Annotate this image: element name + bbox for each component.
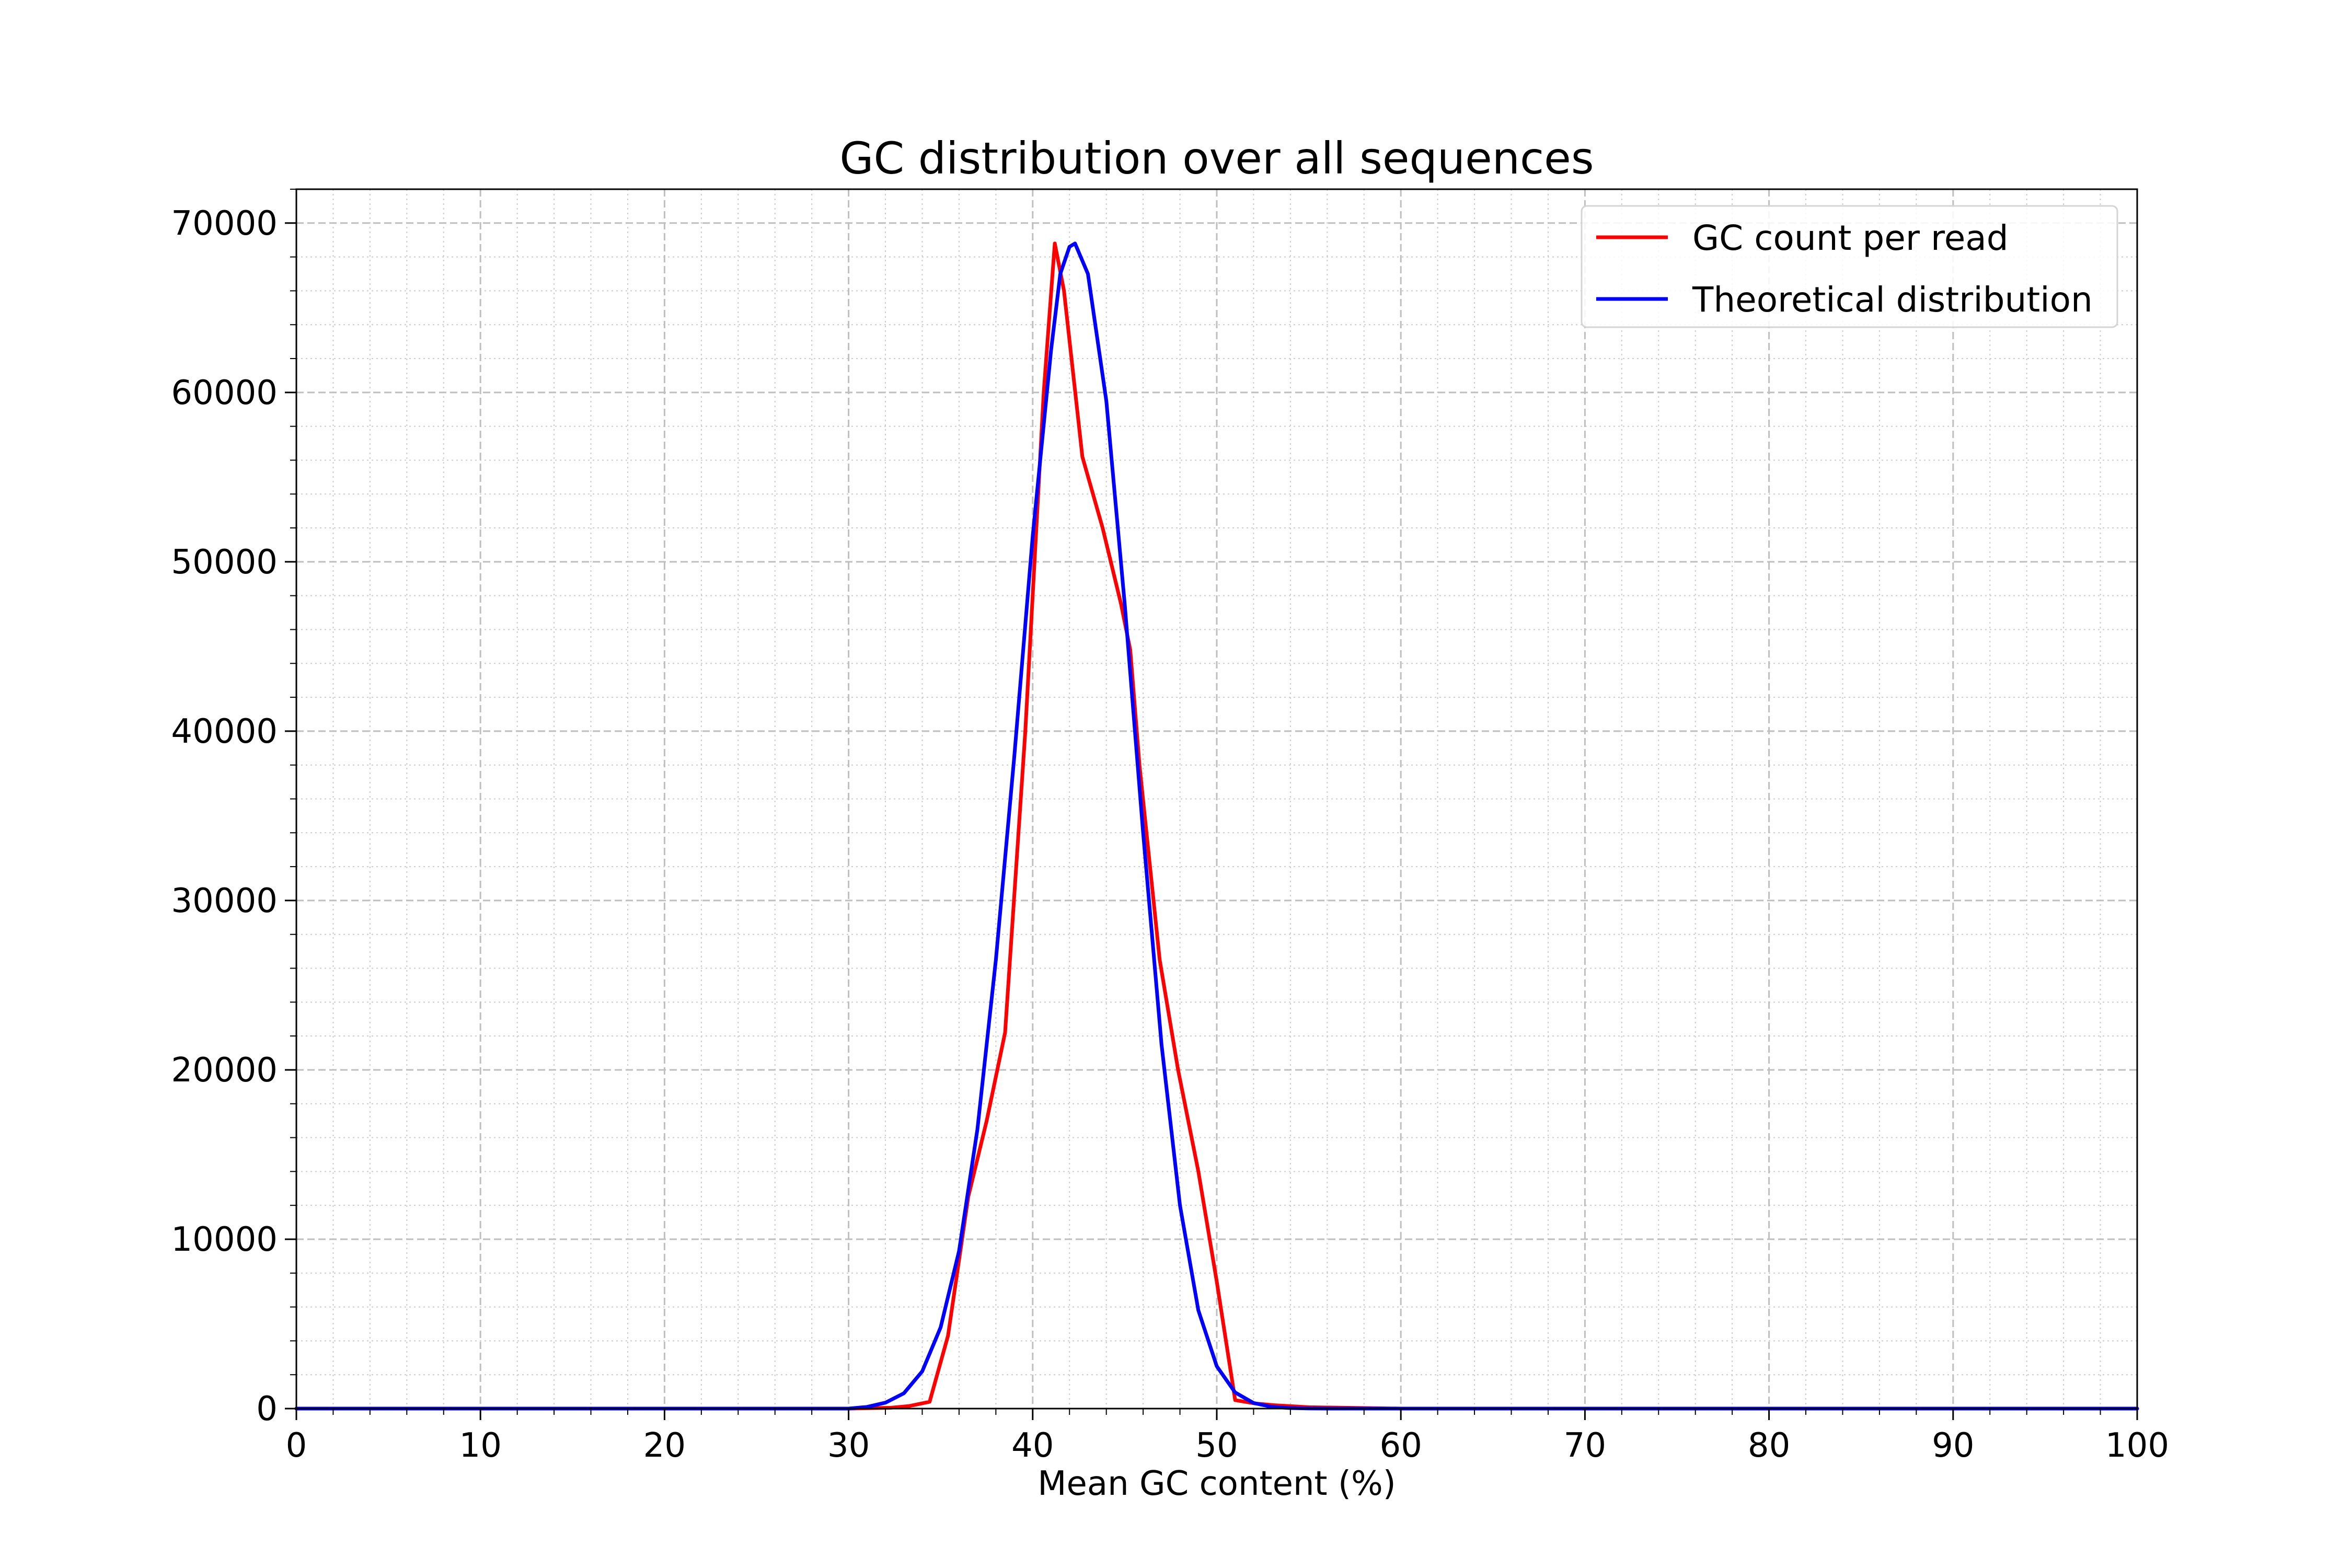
- legend-box: [1581, 205, 2118, 328]
- x-tick-label: 60: [1379, 1426, 1422, 1465]
- legend-label: Theoretical distribution: [1692, 280, 2093, 320]
- series-line-1: [294, 241, 2139, 1411]
- series-layer: [294, 241, 2139, 1411]
- y-tick-labels: 0 10000 20000 30000 40000 50000 60000 70000: [171, 204, 278, 1428]
- legend-label: GC count per read: [1692, 218, 2009, 258]
- x-tick-label: 100: [2105, 1426, 2169, 1465]
- y-tick-label: 50000: [171, 543, 278, 582]
- x-tick-label: 10: [459, 1426, 501, 1465]
- x-tick-label: 50: [1195, 1426, 1238, 1465]
- y-tick-label: 70000: [171, 204, 278, 243]
- y-tick-label: 10000: [171, 1220, 278, 1259]
- y-tick-label: 0: [256, 1390, 278, 1428]
- x-tick-label: 80: [1748, 1426, 1790, 1465]
- series-line-2: [294, 241, 2139, 1411]
- y-tick-label: 40000: [171, 712, 278, 751]
- x-tick-label: 30: [827, 1426, 870, 1465]
- x-tick-label: 70: [1564, 1426, 1606, 1465]
- x-tick-label: 0: [286, 1426, 307, 1465]
- legend: GC count per read Theoretical distributio…: [1581, 205, 2118, 328]
- axis-ticks: [285, 189, 2138, 1420]
- y-tick-label: 30000: [171, 882, 278, 920]
- x-tick-label: 20: [643, 1426, 686, 1465]
- x-axis-label: Mean GC content (%): [1037, 1465, 1396, 1503]
- x-tick-label: 90: [1932, 1426, 1974, 1465]
- x-tick-label: 40: [1011, 1426, 1054, 1465]
- chart-title: GC distribution over all sequences: [839, 133, 1594, 184]
- y-tick-label: 20000: [171, 1051, 278, 1090]
- x-tick-labels: 0 10 20 30 40 50 60 70 80 90 100: [286, 1426, 2169, 1465]
- y-tick-label: 60000: [171, 374, 278, 412]
